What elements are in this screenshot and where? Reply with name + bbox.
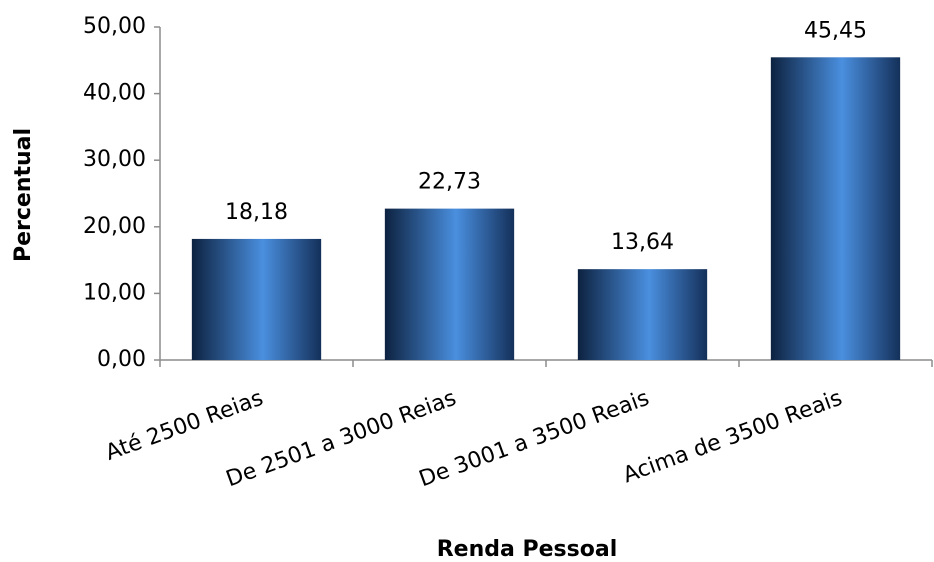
bar <box>577 269 708 360</box>
data-label: 18,18 <box>225 200 288 225</box>
bar <box>384 208 515 360</box>
y-tick-label: 30,00 <box>83 147 146 172</box>
y-tick-label: 0,00 <box>97 347 146 372</box>
x-axis-title: Renda Pessoal <box>437 537 618 562</box>
data-label: 13,64 <box>611 230 674 255</box>
y-tick-label: 40,00 <box>83 81 146 106</box>
y-axis-title: Percentual <box>11 128 36 262</box>
y-tick-label: 20,00 <box>83 214 146 239</box>
y-tick-label: 50,00 <box>83 14 146 39</box>
x-tick-label: Acima de 3500 Reais <box>620 386 846 489</box>
data-label: 45,45 <box>804 18 867 43</box>
data-label: 22,73 <box>418 170 481 195</box>
x-tick-label: Até 2500 Reias <box>102 386 266 466</box>
bar <box>770 57 901 360</box>
y-tick-label: 10,00 <box>83 280 146 305</box>
bar <box>191 238 322 360</box>
